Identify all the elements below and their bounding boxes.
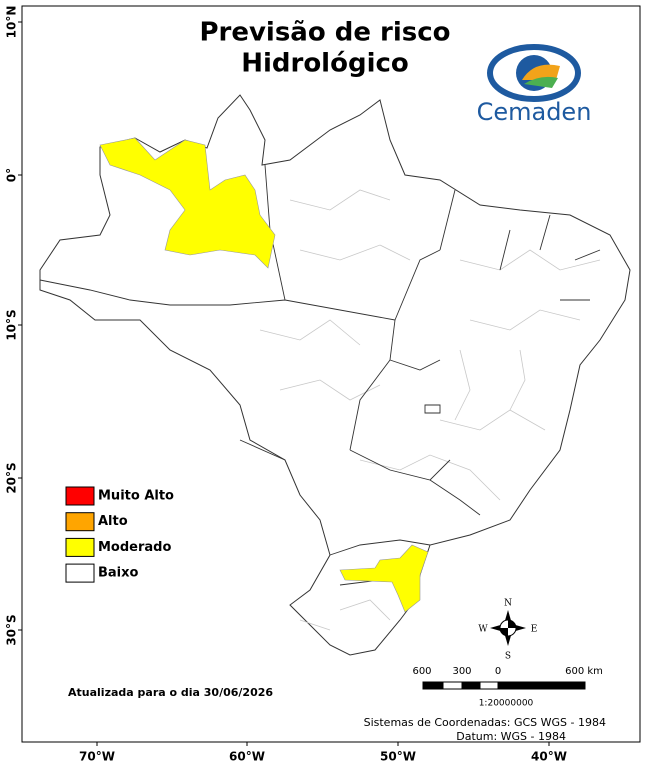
legend-label: Alto <box>98 514 128 529</box>
coordinate-system: Sistemas de Coordenadas: GCS WGS - 1984 <box>364 716 606 729</box>
updated-date: Atualizada para o dia 30/06/2026 <box>68 686 273 699</box>
scale-label: 600 <box>412 666 431 677</box>
scale-label: 600 km <box>565 666 603 677</box>
latitude-label: 10°N <box>5 6 19 39</box>
longitude-label: 60°W <box>229 750 265 764</box>
scale-ratio: 1:20000000 <box>479 699 534 709</box>
scale-bar <box>422 681 586 690</box>
municipal-borders <box>259 189 601 631</box>
title-line-2: Hidrológico <box>241 49 409 79</box>
scale-label: 300 <box>452 666 471 677</box>
legend-swatch <box>65 512 95 532</box>
moderate-risk-area-north <box>99 137 276 269</box>
legend-swatch <box>65 486 95 506</box>
logo-text: Cemaden <box>477 98 592 126</box>
longitude-label: 70°W <box>79 750 115 764</box>
title-line-1: Previsão de risco <box>199 18 450 48</box>
compass-east: E <box>531 625 538 635</box>
compass-north: N <box>504 599 512 609</box>
latitude-label: 0° <box>5 168 19 182</box>
legend-label: Muito Alto <box>98 489 174 504</box>
legend-swatch <box>65 563 95 583</box>
legend-label: Moderado <box>98 540 171 555</box>
scale-label: 0 <box>495 666 501 677</box>
compass-south: S <box>505 652 511 662</box>
logo <box>487 44 581 102</box>
latitude-label: 30°S <box>5 614 19 645</box>
moderate-risk-area-south <box>339 544 429 613</box>
longitude-label: 40°W <box>531 750 567 764</box>
compass-west: W <box>478 625 488 635</box>
compass-rose <box>490 610 526 646</box>
longitude-label: 50°W <box>380 750 416 764</box>
latitude-label: 20°S <box>5 462 19 493</box>
latitude-label: 10°S <box>5 309 19 340</box>
datum: Datum: WGS - 1984 <box>456 730 566 743</box>
legend-swatch <box>65 537 95 557</box>
legend-label: Baixo <box>98 566 139 581</box>
